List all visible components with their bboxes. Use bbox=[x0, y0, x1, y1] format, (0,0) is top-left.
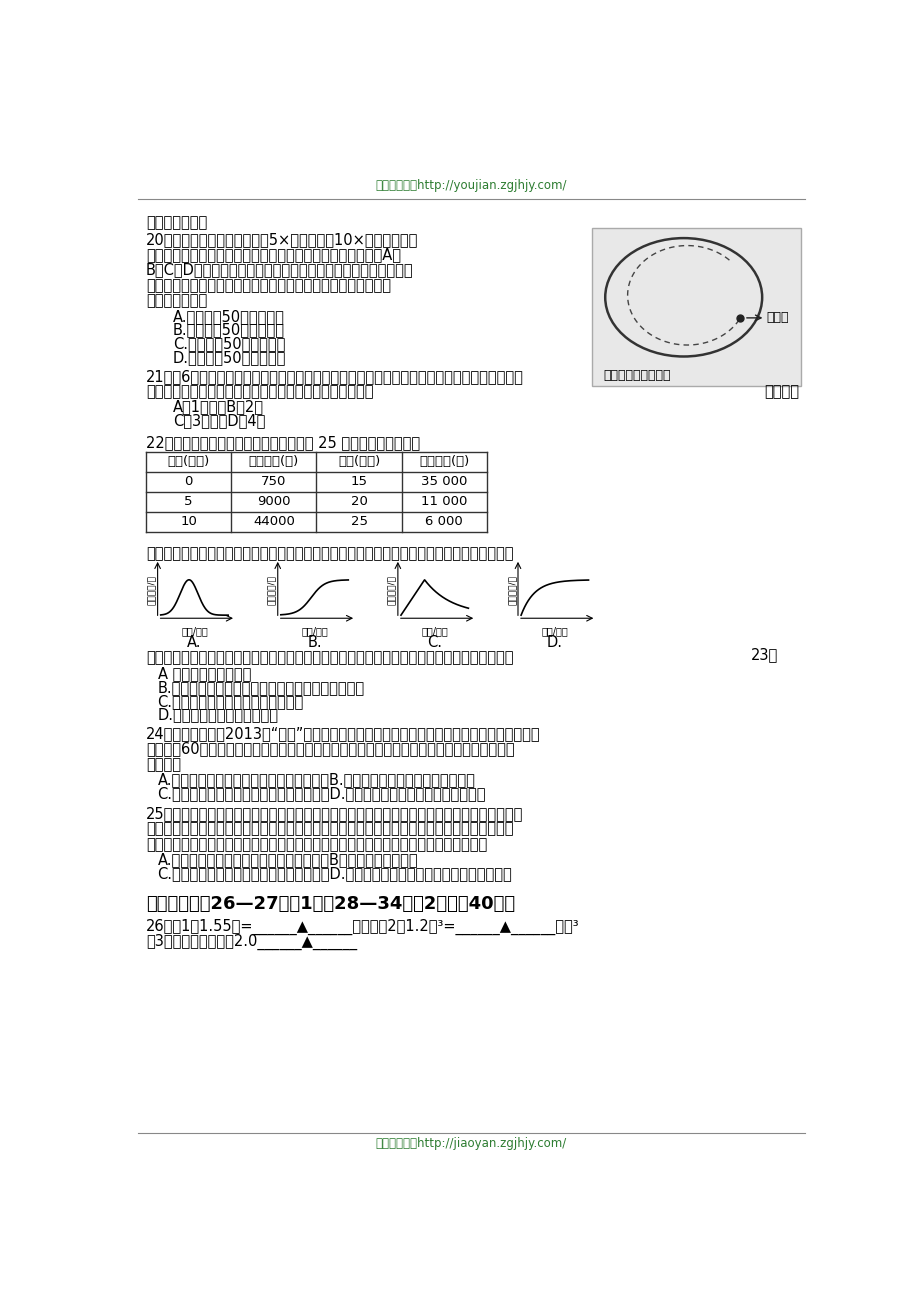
Text: C.从体温调节上看，都是恒温动物　　　　D.从内部结构上看，都属于无脊椎动物: C.从体温调节上看，都是恒温动物 D.从内部结构上看，都属于无脊椎动物 bbox=[157, 786, 485, 801]
Text: 下列关于生物的层次结构说法正确的是　　　　　　　　　　　　　　　　　　　　　（　　）: 下列关于生物的层次结构说法正确的是 （ ） bbox=[146, 651, 513, 665]
Text: （　　）: （ ） bbox=[146, 756, 181, 772]
Text: 的叶通常为单层细胞结构，有些种类的苔藓还可做草药，在有些国家还用来作环境检测，你认为: 的叶通常为单层细胞结构，有些种类的苔藓还可做草药，在有些国家还用来作环境检测，你… bbox=[146, 822, 513, 836]
Text: 0: 0 bbox=[184, 475, 193, 488]
Text: 细菌数量/个: 细菌数量/个 bbox=[267, 575, 276, 605]
Text: 11 000: 11 000 bbox=[421, 496, 467, 509]
Text: A 鸭蛋是属于细胞层次: A 鸭蛋是属于细胞层次 bbox=[157, 667, 251, 681]
Text: 22、下表数据来源于一个有关细菌种群在 25 小时内增长的实验。: 22、下表数据来源于一个有关细菌种群在 25 小时内增长的实验。 bbox=[146, 435, 420, 450]
Text: 京翰高考网：http://jiaoyan.zgjhjy.com/: 京翰高考网：http://jiaoyan.zgjhjy.com/ bbox=[376, 1137, 566, 1150]
Text: 时间(小时): 时间(小时) bbox=[337, 456, 380, 469]
Text: 细菌数量/个: 细菌数量/个 bbox=[507, 575, 516, 605]
Text: 时间/小时: 时间/小时 bbox=[541, 626, 568, 635]
Text: D.: D. bbox=[546, 635, 562, 650]
Text: 25、苔藓植物一般生长密集，有较强的吸水性，因此能够抓紧泥土，有助于保持水土。苔藓植物: 25、苔藓植物一般生长密集，有较强的吸水性，因此能够抓紧泥土，有助于保持水土。苔… bbox=[146, 806, 523, 822]
Text: A.: A. bbox=[187, 635, 201, 650]
Text: 微生物: 微生物 bbox=[766, 311, 789, 324]
Text: 25: 25 bbox=[350, 516, 368, 529]
Text: B.人体中参与调节作用的系统是呼吸系统和神经系统: B.人体中参与调节作用的系统是呼吸系统和神经系统 bbox=[157, 680, 364, 695]
Text: B、C、D四位同学根据实验事实，针对被放大对象及倍数、装片上: B、C、D四位同学根据实验事实，针对被放大对象及倍数、装片上 bbox=[146, 263, 414, 277]
Text: 细菌数量(个): 细菌数量(个) bbox=[419, 456, 469, 469]
Text: B.: B. bbox=[307, 635, 322, 650]
Text: C.叶很薄，对有害气体敏感　　　　　　　D.苔藓的根容易吸收有害物质，出现某些病状: C.叶很薄，对有害气体敏感 D.苔藓的根容易吸收有害物质，出现某些病状 bbox=[157, 866, 512, 881]
Text: A.苔藓是低等植物　　　　　　　　　　　B．一旦干燥便会死亡: A.苔藓是低等植物 B．一旦干燥便会死亡 bbox=[157, 853, 418, 867]
Text: 托盘天平来寻找这个零件，排除偶然因素，至少需用天平称: 托盘天平来寻找这个零件，排除偶然因素，至少需用天平称 bbox=[146, 384, 373, 400]
Text: C.长度放大50倍，顺时针: C.长度放大50倍，顺时针 bbox=[173, 336, 285, 352]
Text: A.从呼吸方式上看，都是用鸃呼吸　　　　B.从生殖上看，都是体内受精、胎生: A.从呼吸方式上看，都是用鸃呼吸 B.从生殖上看，都是体内受精、胎生 bbox=[157, 772, 475, 788]
Text: 是　　（　　）: 是 （ ） bbox=[146, 215, 207, 229]
FancyBboxPatch shape bbox=[591, 228, 800, 385]
Text: （　　）: （ ） bbox=[764, 384, 799, 400]
Text: 京翰高考网：http://youjian.zgjhjy.com/: 京翰高考网：http://youjian.zgjhjy.com/ bbox=[375, 178, 567, 191]
Ellipse shape bbox=[605, 238, 761, 357]
Text: 20、某实验小组同学在目镜（5×）和物镜（10×）的镜头组合: 20、某实验小组同学在目镜（5×）和物镜（10×）的镜头组合 bbox=[146, 232, 418, 246]
Text: 细菌数量/个: 细菌数量/个 bbox=[387, 575, 396, 605]
Text: 35 000: 35 000 bbox=[421, 475, 467, 488]
Text: C.所有的动物都有系统这一层次结构: C.所有的动物都有系统这一层次结构 bbox=[157, 694, 303, 708]
Text: C.: C. bbox=[426, 635, 442, 650]
Text: 、鹦鹉筩60余种野生动物。某同学参观后对上述动物的主要特征进行了梳理总结，你认同的是: 、鹦鹉筩60余种野生动物。某同学参观后对上述动物的主要特征进行了梳理总结，你认同… bbox=[146, 741, 514, 756]
Text: 时间/小时: 时间/小时 bbox=[421, 626, 448, 635]
Text: B.面积放大50倍，逆时针: B.面积放大50倍，逆时针 bbox=[173, 323, 285, 337]
Text: 真实微生物的游动方向和看到的像的性质等作出的判断，其中正: 真实微生物的游动方向和看到的像的性质等作出的判断，其中正 bbox=[146, 277, 391, 293]
Text: 细菌数量(个): 细菌数量(个) bbox=[248, 456, 299, 469]
Text: 24、某动物园已于2013年“十一”正式开放，首批引进了东北虎、金錢豹、熊猫、斑马、白袋鼠: 24、某动物园已于2013年“十一”正式开放，首批引进了东北虎、金錢豹、熊猫、斑… bbox=[146, 727, 540, 741]
Text: D.面积放大50倍，顺时针: D.面积放大50倍，顺时针 bbox=[173, 350, 286, 366]
Text: 44000: 44000 bbox=[253, 516, 294, 529]
Text: A．1次　　B．2次: A．1次 B．2次 bbox=[173, 400, 264, 414]
Text: A.长度放大50倍，逆时针: A.长度放大50倍，逆时针 bbox=[173, 309, 285, 324]
Text: 时间(小时): 时间(小时) bbox=[167, 456, 210, 469]
Text: 750: 750 bbox=[261, 475, 286, 488]
Text: 确的是（　　）: 确的是（ ） bbox=[146, 293, 207, 309]
Text: 20: 20 bbox=[350, 496, 368, 509]
Text: 9000: 9000 bbox=[256, 496, 290, 509]
Text: 时间/小时: 时间/小时 bbox=[301, 626, 327, 635]
Text: 作为监测植物的原因是　　　　　　　　　　　　　　　　　　　　　　　　　（　　）: 作为监测植物的原因是 （ ） bbox=[146, 837, 487, 852]
Text: 二、简答题（26—27每空1分，28—34每空2分，全40分）: 二、简答题（26—27每空1分，28—34每空2分，全40分） bbox=[146, 896, 515, 914]
Text: 时间/小时: 时间/小时 bbox=[181, 626, 208, 635]
Text: 26、（1）1.55米=______▲______厘米　（2）1.2米³=______▲______厘米³: 26、（1）1.55米=______▲______厘米 （2）1.2米³=___… bbox=[146, 918, 579, 935]
Text: 15: 15 bbox=[350, 475, 368, 488]
Text: 21、有6个同种材料制成的外形完全相同的小零件，已知其中一个内部有缺陷，质量偏小，想用: 21、有6个同种材料制成的外形完全相同的小零件，已知其中一个内部有缺陷，质量偏小… bbox=[146, 368, 523, 384]
Text: （3）小汽车的质量是2.0______▲______: （3）小汽车的质量是2.0______▲______ bbox=[146, 934, 357, 950]
Text: 5: 5 bbox=[184, 496, 193, 509]
Text: 细菌数量/个: 细菌数量/个 bbox=[147, 575, 156, 605]
Text: 显微镜视野中的现象: 显微镜视野中的现象 bbox=[603, 368, 670, 381]
Text: 下，看到了视野中有一长条形微生物在按顺时针方向游动。有A、: 下，看到了视野中有一长条形微生物在按顺时针方向游动。有A、 bbox=[146, 247, 401, 262]
Text: D.番茄的表皮是属于上皮组织: D.番茄的表皮是属于上皮组织 bbox=[157, 707, 278, 723]
Text: 如图中最能准确地反映上表结果的曲线是　　　　　　　　　　　　　　　　　　　　（　　）: 如图中最能准确地反映上表结果的曲线是 （ ） bbox=[146, 546, 513, 561]
Text: C．3次　　D．4次: C．3次 D．4次 bbox=[173, 414, 266, 428]
Text: 6 000: 6 000 bbox=[425, 516, 463, 529]
Text: 10: 10 bbox=[180, 516, 197, 529]
Text: 23、: 23、 bbox=[750, 647, 777, 663]
